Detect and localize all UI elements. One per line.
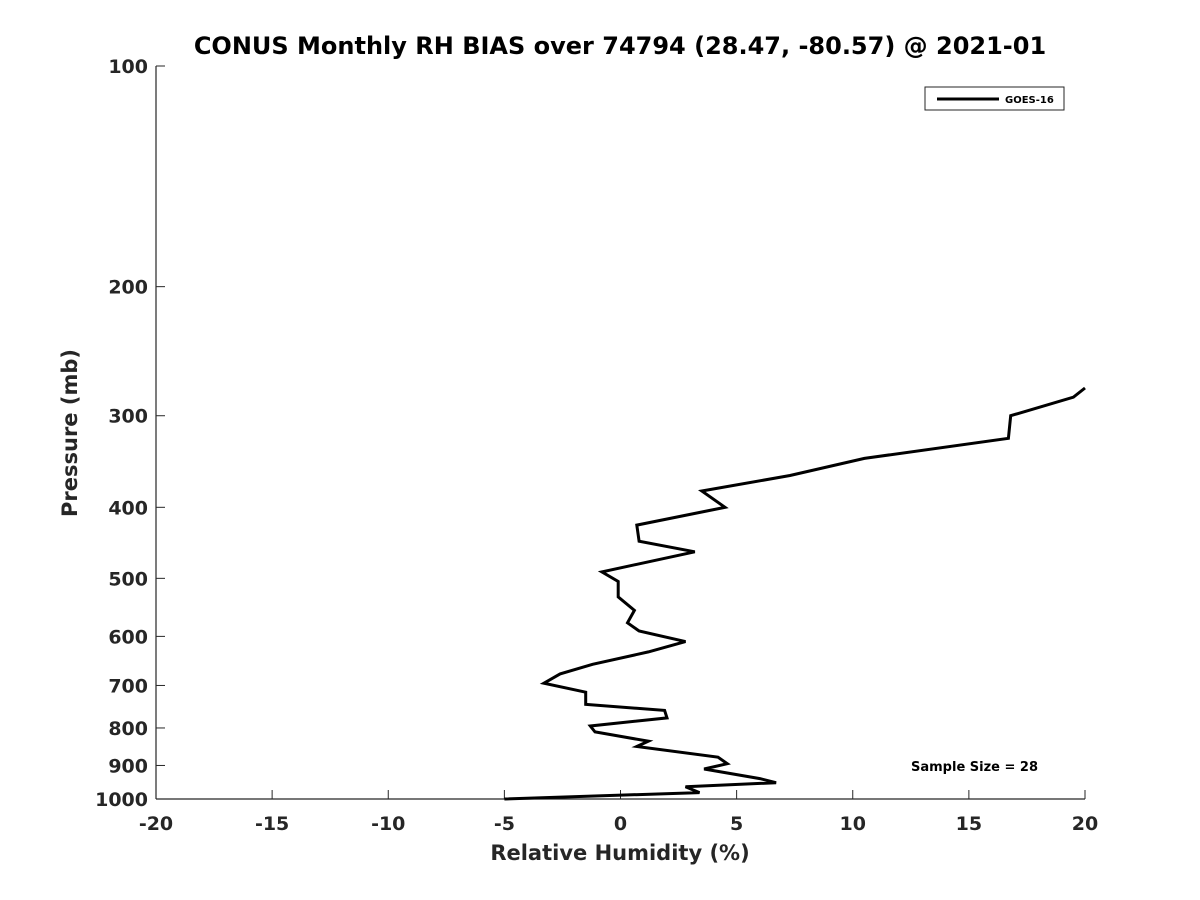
x-tick-label: 10 bbox=[840, 813, 866, 835]
y-ticks: 100 200 300 400 500 600 700 800 900 1000 bbox=[95, 56, 165, 811]
y-tick-label: 300 bbox=[108, 406, 148, 428]
series-line-goes-16 bbox=[504, 386, 1086, 801]
x-axis-label: Relative Humidity (%) bbox=[490, 841, 749, 865]
chart-title: CONUS Monthly RH BIAS over 74794 (28.47,… bbox=[194, 32, 1046, 60]
x-tick-label: -15 bbox=[255, 813, 289, 835]
y-axis-label: Pressure (mb) bbox=[58, 349, 82, 517]
y-tick-label: 700 bbox=[108, 675, 148, 697]
series-layer bbox=[504, 386, 1086, 801]
x-tick-label: -20 bbox=[139, 813, 173, 835]
y-tick-label: 400 bbox=[108, 497, 148, 519]
x-tick-label: 15 bbox=[956, 813, 982, 835]
y-tick-label: 1000 bbox=[95, 789, 148, 811]
x-tick-label: -5 bbox=[494, 813, 515, 835]
y-tick-label: 600 bbox=[108, 626, 148, 648]
sample-size-annotation: Sample Size = 28 bbox=[911, 760, 1038, 775]
y-tick-label: 500 bbox=[108, 568, 148, 590]
x-tick-label: 5 bbox=[730, 813, 743, 835]
legend: GOES-16 bbox=[924, 86, 1065, 111]
x-ticks: -20 -15 -10 -5 0 5 10 15 20 bbox=[139, 790, 1098, 835]
x-tick-label: 20 bbox=[1072, 813, 1098, 835]
plot-area: -20 -15 -10 -5 0 5 10 15 20 100 200 300 400 500 600 70… bbox=[95, 56, 1098, 835]
y-tick-label: 200 bbox=[108, 277, 148, 299]
legend-label-goes-16: GOES-16 bbox=[1005, 95, 1054, 106]
y-tick-label: 900 bbox=[108, 755, 148, 777]
x-tick-label: -10 bbox=[371, 813, 405, 835]
y-tick-label: 800 bbox=[108, 718, 148, 740]
y-tick-label: 100 bbox=[108, 56, 148, 78]
x-tick-label: 0 bbox=[614, 813, 627, 835]
